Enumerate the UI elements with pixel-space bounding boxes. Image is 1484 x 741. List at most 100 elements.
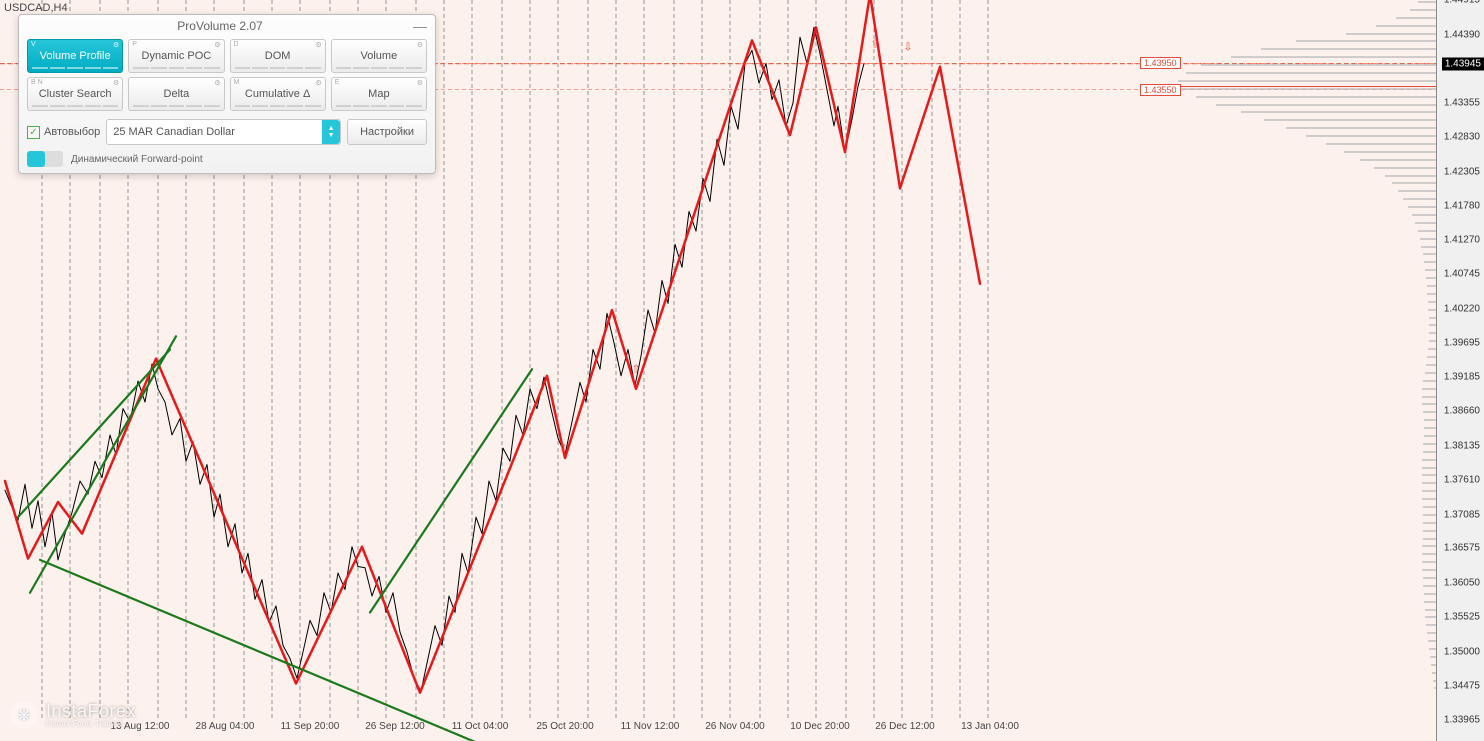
forward-point-toggle[interactable] <box>27 151 63 167</box>
volume-profile <box>1176 0 1436 720</box>
settings-button[interactable]: Настройки <box>347 119 427 145</box>
volume-bar <box>1326 143 1436 145</box>
volume-profile-button[interactable]: V ⚙ Volume Profile <box>27 39 123 73</box>
instrument-select[interactable]: 25 MAR Canadian Dollar ▲▼ <box>106 119 341 145</box>
volume-bar <box>1423 451 1436 453</box>
provolume-panel[interactable]: ProVolume 2.07 — V ⚙ Volume Profile P ⚙ … <box>18 14 436 174</box>
x-axis-tick: 11 Nov 12:00 <box>621 721 680 732</box>
volume-bar <box>1424 601 1436 603</box>
auto-select-checkbox[interactable]: ✓ Автовыбор <box>27 126 100 139</box>
volume-bar <box>1425 269 1436 271</box>
dynamic-poc-button[interactable]: P ⚙ Dynamic POC <box>128 39 224 73</box>
volume-bar <box>1306 135 1436 137</box>
y-axis-tick: 1.40745 <box>1444 269 1480 280</box>
panel-titlebar[interactable]: ProVolume 2.07 — <box>19 15 435 37</box>
volume-bar <box>1408 206 1436 208</box>
volume-bar <box>1422 403 1436 405</box>
volume-bar <box>1429 317 1436 319</box>
btn-label: DOM <box>265 50 291 62</box>
volume-bar <box>1176 88 1436 90</box>
x-axis-tick: 11 Oct 04:00 <box>452 721 509 732</box>
y-axis-tick: 1.37085 <box>1444 509 1480 520</box>
volume-bar <box>1422 490 1436 492</box>
volume-bar <box>1376 25 1436 27</box>
volume-bar <box>1428 348 1436 350</box>
x-axis-tick: 11 Sep 20:00 <box>281 721 340 732</box>
x-axis-tick: 26 Sep 12:00 <box>365 721 425 732</box>
gear-icon[interactable]: ⚙ <box>417 79 423 87</box>
y-axis-tick: 1.35525 <box>1444 612 1480 623</box>
volume-bar <box>1422 467 1436 469</box>
volume-button[interactable]: ⚙ Volume <box>331 39 427 73</box>
y-axis-tick: 1.41780 <box>1444 201 1480 212</box>
volume-bar <box>1231 56 1436 58</box>
cluster-search-button[interactable]: B N ⚙ Cluster Search <box>27 77 123 111</box>
x-axis-tick: 26 Dec 12:00 <box>875 721 935 732</box>
gear-icon[interactable]: ⚙ <box>113 79 119 87</box>
gear-icon[interactable]: ⚙ <box>315 79 321 87</box>
cumulative-delta-button[interactable]: M ⚙ Cumulative Δ <box>230 77 326 111</box>
price-level-label: 1.43550 <box>1140 84 1181 96</box>
volume-bar <box>1403 198 1436 200</box>
gear-icon[interactable]: ⚙ <box>214 41 220 49</box>
arrow-down-icon: ⇩ <box>903 41 912 54</box>
volume-bar <box>1423 380 1436 382</box>
volume-bar <box>1201 64 1436 66</box>
instrument-row: ✓ Автовыбор 25 MAR Canadian Dollar ▲▼ На… <box>19 113 435 147</box>
gear-icon[interactable]: ⚙ <box>315 41 321 49</box>
volume-bar <box>1422 569 1436 571</box>
poc-line <box>1176 86 1436 87</box>
auto-select-label: Автовыбор <box>44 126 100 138</box>
x-axis-tick: 13 Jan 04:00 <box>961 721 1019 732</box>
map-button[interactable]: E ⚙ Map <box>331 77 427 111</box>
delta-button[interactable]: ⚙ Delta <box>128 77 224 111</box>
volume-bar <box>1264 119 1436 121</box>
y-axis-tick: 1.33965 <box>1444 715 1480 726</box>
chevron-updown-icon[interactable]: ▲▼ <box>322 120 340 144</box>
volume-bar <box>1429 340 1436 342</box>
volume-bar <box>1178 80 1436 82</box>
volume-bar <box>1412 214 1436 216</box>
volume-bar <box>1423 514 1436 516</box>
btn-label: Volume Profile <box>40 50 111 62</box>
watermark-logo-icon: ❋ <box>10 701 38 729</box>
volume-bar <box>1344 151 1436 153</box>
y-axis-tick: 1.36050 <box>1444 577 1480 588</box>
btn-label: Dynamic POC <box>142 50 212 62</box>
volume-bar <box>1427 293 1436 295</box>
watermark: ❋ InstaForex Instant Forex Trading <box>10 701 136 729</box>
volume-bar <box>1415 222 1436 224</box>
volume-bar <box>1346 33 1436 35</box>
volume-bar <box>1422 553 1436 555</box>
volume-bar <box>1423 443 1436 445</box>
x-axis-tick: 28 Aug 04:00 <box>196 721 255 732</box>
volume-bar <box>1428 301 1436 303</box>
volume-bar <box>1423 530 1436 532</box>
volume-bar <box>1428 309 1436 311</box>
volume-bar <box>1422 459 1436 461</box>
minimize-icon[interactable]: — <box>413 18 427 34</box>
volume-bar <box>1423 585 1436 587</box>
btn-label: Cumulative Δ <box>245 88 310 100</box>
gear-icon[interactable]: ⚙ <box>113 41 119 49</box>
volume-bar <box>1426 624 1436 626</box>
gear-icon[interactable]: ⚙ <box>417 41 423 49</box>
arrow-up-icon: ⇧ <box>558 442 567 455</box>
volume-bar <box>1418 1 1436 3</box>
btn-label: Map <box>368 88 389 100</box>
volume-bar <box>1423 506 1436 508</box>
volume-bar <box>1396 17 1436 19</box>
volume-bar <box>1196 96 1436 98</box>
volume-bar <box>1424 419 1436 421</box>
watermark-sub: Instant Forex Trading <box>46 720 136 728</box>
current-price-label: 1.43945 <box>1442 57 1484 70</box>
volume-bar <box>1425 372 1436 374</box>
gear-icon[interactable]: ⚙ <box>214 79 220 87</box>
volume-bar <box>1286 127 1436 129</box>
y-axis-tick: 1.36575 <box>1444 543 1480 554</box>
volume-bar <box>1422 482 1436 484</box>
dom-button[interactable]: D ⚙ DOM <box>230 39 326 73</box>
volume-bar <box>1422 498 1436 500</box>
volume-bar <box>1385 175 1436 177</box>
volume-bar <box>1420 238 1436 240</box>
